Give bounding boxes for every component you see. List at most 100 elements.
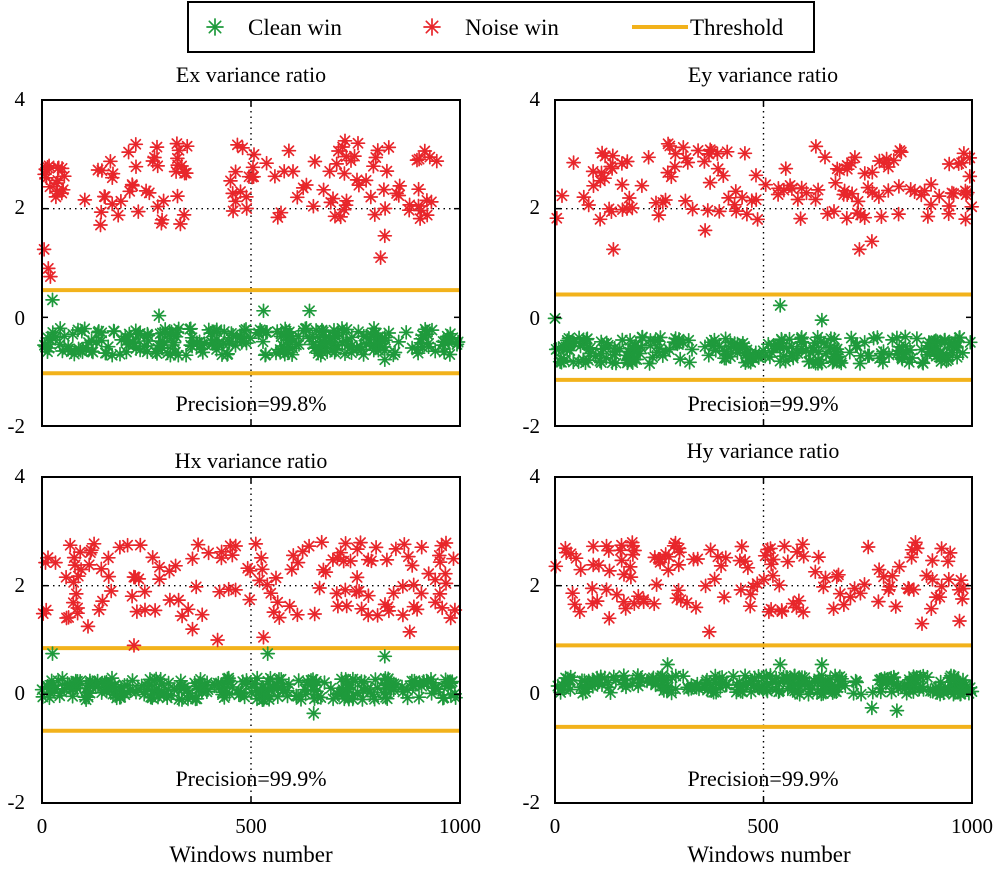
clean-point — [142, 672, 158, 687]
noise-point — [93, 204, 109, 220]
clean-point — [779, 674, 795, 690]
noise-point — [68, 586, 84, 602]
noise-point — [77, 192, 93, 208]
noise-point — [386, 585, 401, 601]
noise-point — [871, 189, 887, 205]
clean-point — [106, 323, 122, 339]
noise-point — [808, 192, 823, 207]
noise-point — [126, 638, 142, 653]
clean-point — [272, 344, 288, 360]
noise-point — [671, 557, 687, 573]
noise-point — [678, 193, 693, 209]
clean-point — [818, 346, 834, 362]
x-tick-label: 500 — [235, 814, 267, 838]
clean-point — [814, 312, 830, 328]
clean-point — [658, 679, 674, 694]
noise-point — [879, 151, 894, 167]
noise-point — [623, 569, 639, 585]
y-tick-label: 4 — [530, 87, 541, 111]
clean-point — [220, 674, 236, 690]
noise-point — [785, 596, 801, 611]
x-tick-label: 500 — [747, 814, 779, 838]
noise-point — [778, 161, 794, 176]
clean-point — [597, 670, 613, 686]
noise-point — [282, 598, 298, 614]
noise-point — [242, 592, 258, 608]
noise-point — [923, 177, 939, 192]
noise-point — [391, 188, 407, 203]
noise-point — [958, 211, 973, 227]
clean-point — [889, 703, 905, 718]
clean-point — [411, 689, 427, 705]
clean-point — [769, 338, 785, 354]
clean-point — [848, 338, 863, 354]
noise-point — [349, 570, 365, 585]
clean-point — [207, 678, 222, 694]
clean-point — [949, 349, 965, 365]
noise-point — [920, 209, 936, 224]
noise-point — [832, 162, 847, 178]
clean-point — [575, 685, 591, 701]
noise-point — [162, 563, 177, 579]
noise-point — [771, 577, 787, 593]
axes-frame — [554, 99, 973, 427]
y-tick-label: 0 — [530, 306, 541, 330]
clean-point — [136, 686, 152, 702]
noise-point — [614, 553, 630, 568]
clean-point — [772, 657, 788, 672]
noise-point — [48, 175, 64, 191]
noise-point — [952, 613, 967, 629]
clean-point — [864, 700, 880, 716]
noise-point — [817, 149, 833, 165]
noise-point — [757, 548, 773, 564]
noise-point — [621, 190, 637, 206]
clean-point — [195, 345, 211, 360]
noise-point — [154, 212, 170, 228]
x-tick-label: 0 — [37, 814, 48, 838]
noise-point — [312, 580, 327, 596]
clean-point — [347, 673, 363, 689]
noise-point — [307, 154, 323, 169]
clean-point — [125, 673, 140, 688]
noise-point — [427, 572, 443, 588]
clean-point — [435, 334, 451, 349]
plot-area — [36, 99, 466, 427]
noise-point — [734, 539, 750, 554]
noise-point — [322, 163, 338, 179]
clean-point — [603, 685, 618, 701]
noise-point — [395, 578, 411, 594]
noise-point — [839, 210, 855, 226]
noise-point — [904, 542, 920, 558]
noise-point — [710, 146, 725, 162]
legend: Clean win Noise win Threshold — [187, 1, 815, 53]
noise-point — [745, 579, 761, 595]
noise-point — [145, 550, 161, 565]
panel-hy-variance-ratio: Hy variance ratio 4 2 0 -2 0 500 1000 Wi… — [523, 438, 994, 867]
noise-point — [660, 562, 676, 578]
noise-point — [122, 183, 138, 199]
clean-point — [256, 303, 271, 319]
clean-point — [449, 337, 465, 352]
noise-point — [331, 143, 346, 159]
noise-point — [414, 586, 429, 601]
noise-point — [149, 139, 165, 155]
clean-point — [849, 675, 865, 690]
clean-point — [52, 321, 68, 336]
clean-point — [634, 330, 650, 346]
clean-point — [627, 351, 643, 367]
clean-point — [377, 648, 393, 664]
noise-point — [329, 586, 345, 601]
noise-point — [376, 182, 392, 197]
clean-point — [217, 680, 233, 695]
clean-point — [174, 679, 189, 694]
noise-point — [228, 164, 243, 180]
clean-point — [252, 322, 268, 338]
noise-point — [711, 204, 727, 219]
clean-point — [881, 347, 897, 363]
noise-point — [789, 544, 805, 560]
clean-point — [626, 343, 642, 358]
noise-point — [707, 571, 722, 587]
clean-point — [772, 298, 788, 313]
y-tick-label: 4 — [530, 464, 541, 488]
noise-point — [330, 550, 345, 566]
